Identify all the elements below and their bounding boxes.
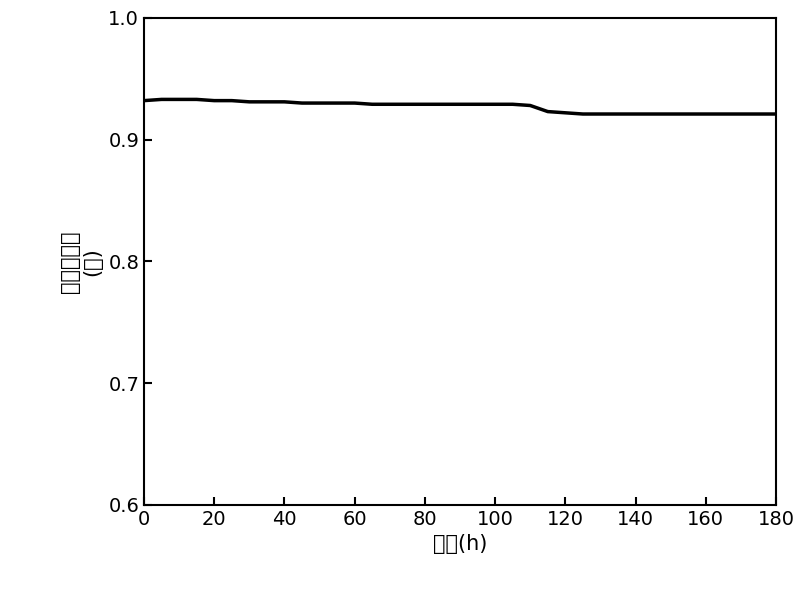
X-axis label: 时间(h): 时间(h) [433,535,487,554]
Y-axis label: 甲烷转化率
(％): 甲烷转化率 (％) [59,230,102,293]
